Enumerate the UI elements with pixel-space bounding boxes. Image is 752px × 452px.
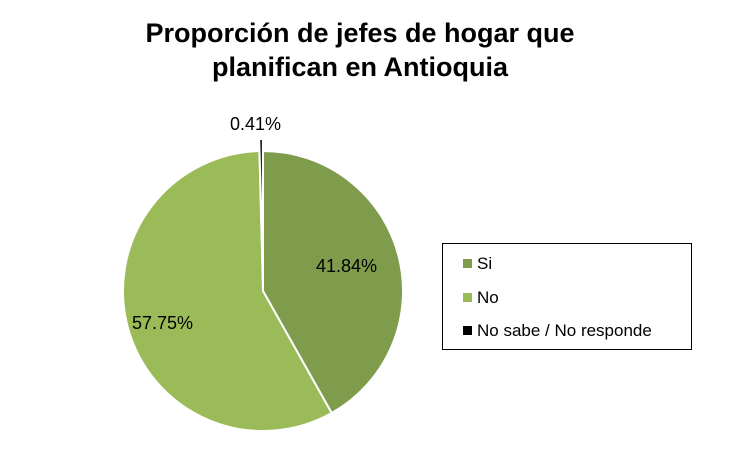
legend-swatch-no [463, 293, 472, 302]
legend-swatch-no-sabe [463, 326, 472, 335]
slice-no [122, 150, 334, 432]
chart-title: Proporción de jefes de hogar que planifi… [60, 16, 660, 84]
chart-title-line-1: Proporción de jefes de hogar que [145, 18, 575, 48]
data-label-no: 57.75% [132, 313, 193, 333]
chart-title-line-2: planifican en Antioquia [211, 52, 508, 82]
legend-label-no-sabe: No sabe / No responde [477, 321, 652, 340]
slice-no-sabe [258, 138, 264, 280]
slice-si [262, 149, 404, 415]
data-label-no-sabe: 0.41% [230, 114, 281, 134]
legend-label-no: No [477, 288, 499, 307]
legend-label-si: Si [477, 254, 493, 273]
legend-swatch-si [463, 259, 472, 268]
legend: Si No No sabe / No responde [442, 243, 692, 350]
data-label-si: 41.84% [316, 256, 377, 276]
